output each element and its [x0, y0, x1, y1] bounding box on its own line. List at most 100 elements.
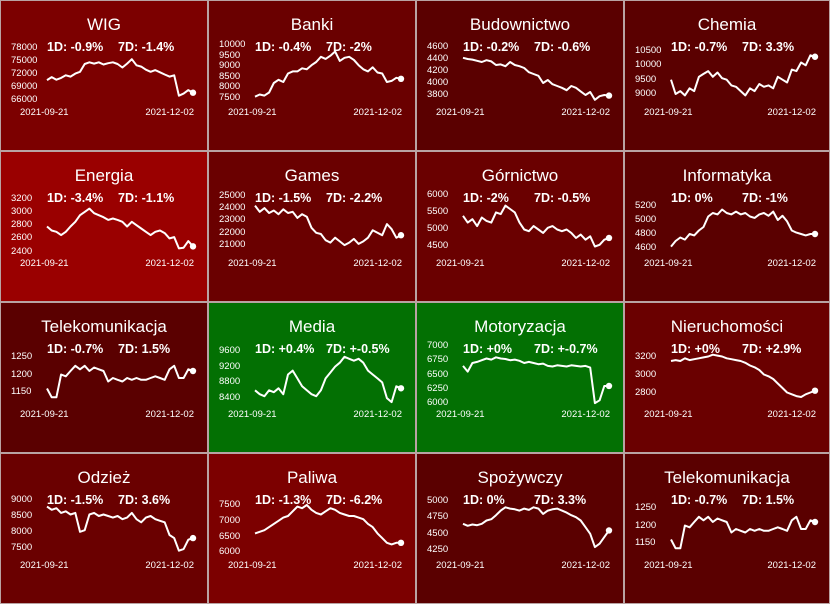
one-day-change: 1D: -0.7%: [671, 40, 728, 54]
sector-price-chart: [670, 53, 819, 97]
x-tick-end: 2021-12-02: [145, 258, 194, 269]
sector-tile[interactable]: Budownictwo 1D: -0.2% 7D: -0.6% 4600 4400 420…: [416, 0, 624, 151]
one-day-change: 1D: -0.7%: [671, 493, 728, 507]
sector-tile[interactable]: Chemia 1D: -0.7% 7D: 3.3% 10500 10000 9500 900…: [624, 0, 830, 151]
x-tick-start: 2021-09-21: [644, 409, 693, 420]
y-tick-label: 2800: [11, 219, 33, 231]
seven-day-change: 7D: -1%: [742, 191, 788, 205]
last-price-point: [189, 243, 197, 250]
last-price-point: [189, 367, 197, 375]
y-tick-label: 4400: [427, 53, 449, 64]
last-price-point: [811, 230, 819, 238]
seven-day-change: 7D: -0.5%: [534, 191, 591, 205]
one-day-change: 1D: -1.5%: [255, 191, 312, 205]
y-tick-label: 9200: [219, 360, 241, 372]
y-tick-label: 22000: [219, 226, 246, 238]
last-price-point: [397, 75, 405, 83]
x-tick-start: 2021-09-21: [20, 560, 69, 571]
sector-title: Spożywczy: [477, 468, 563, 487]
sector-tile[interactable]: Media 1D: +0.4% 7D: +-0.5% 9600 9200 8800 8400…: [208, 302, 416, 453]
sector-price-chart: [670, 208, 819, 248]
x-tick-start: 2021-09-21: [644, 107, 693, 118]
x-tick-end: 2021-12-02: [767, 560, 816, 571]
y-tick-label: 9600: [219, 344, 241, 356]
sector-price-chart: [670, 515, 819, 550]
y-tick-label: 1150: [635, 537, 656, 548]
sector-tile[interactable]: Paliwa 1D: -1.3% 7D: -6.2% 7500 7000 6500 6000…: [208, 453, 416, 604]
y-tick-label: 3000: [635, 368, 657, 380]
last-price-point: [605, 234, 613, 242]
y-tick-label: 21000: [219, 239, 246, 251]
last-price-point: [397, 232, 405, 239]
x-tick-end: 2021-12-02: [145, 560, 194, 571]
one-day-change: 1D: -0.7%: [47, 342, 104, 356]
y-tick-label: 5000: [427, 494, 449, 506]
x-tick-start: 2021-09-21: [20, 409, 69, 420]
sector-tile[interactable]: Nieruchomości 1D: +0% 7D: +2.9% 3200 3000 280…: [624, 302, 830, 453]
y-tick-label: 6750: [427, 354, 449, 366]
x-tick-end: 2021-12-02: [767, 258, 816, 269]
y-tick-label: 7000: [219, 514, 241, 526]
sector-tile[interactable]: Energia 1D: -3.4% 7D: -1.1% 3200 3000 2800 260…: [0, 151, 208, 302]
sector-tile[interactable]: Odzież 1D: -1.5% 7D: 3.6% 9000 8500 8000 7500 2…: [0, 453, 208, 604]
seven-day-change: 7D: +-0.5%: [326, 342, 390, 356]
seven-day-change: 7D: 3.6%: [118, 493, 171, 507]
sector-tile[interactable]: Telekomunikacja 1D: -0.7% 7D: 1.5% 1250 1200…: [0, 302, 208, 453]
x-tick-end: 2021-12-02: [561, 258, 610, 269]
sector-tile[interactable]: Motoryzacja 1D: +0% 7D: +-0.7% 7000 6750 6500…: [416, 302, 624, 453]
seven-day-change: 7D: -6.2%: [326, 493, 383, 507]
sector-tile[interactable]: Games 1D: -1.5% 7D: -2.2% 25000 24000 23000 22…: [208, 151, 416, 302]
one-day-change: 1D: -0.2%: [463, 40, 520, 54]
price-line: [462, 356, 609, 405]
y-tick-label: 9000: [635, 87, 657, 99]
y-tick-label: 7500: [11, 541, 33, 553]
y-tick-label: 3000: [11, 205, 33, 217]
y-tick-label: 4500: [427, 527, 449, 539]
sector-tile[interactable]: Górnictwo 1D: -2% 7D: -0.5% 6000 5500 5000 450…: [416, 151, 624, 302]
price-line: [254, 50, 402, 98]
sector-title: Motoryzacja: [474, 317, 566, 336]
price-line: [462, 204, 610, 248]
price-line: [46, 207, 194, 250]
sector-title: Telekomunikacja: [41, 317, 167, 336]
y-tick-label: 8800: [219, 376, 241, 388]
seven-day-change: 7D: -2.2%: [326, 191, 383, 205]
sector-price-chart: [46, 364, 197, 399]
seven-day-change: 7D: -1.1%: [118, 191, 175, 205]
seven-day-change: 7D: 3.3%: [742, 40, 795, 54]
sector-title: WIG: [87, 15, 121, 34]
sector-tile[interactable]: Spożywczy 1D: 0% 7D: 3.3% 5000 4750 4500 4250 2…: [416, 453, 624, 604]
sector-price-chart: [462, 506, 613, 549]
sector-tile[interactable]: WIG 1D: -0.9% 7D: -1.4% 78000 75000 72000 6900…: [0, 0, 208, 151]
y-tick-label: 8500: [11, 510, 33, 522]
y-tick-label: 1200: [11, 368, 33, 380]
y-tick-label: 2800: [635, 386, 657, 398]
last-price-point: [605, 527, 613, 534]
last-price-point: [397, 539, 405, 547]
x-tick-end: 2021-12-02: [353, 107, 402, 118]
y-tick-label: 2600: [11, 232, 33, 244]
y-tick-label: 7500: [219, 499, 241, 511]
sector-tile[interactable]: Banki 1D: -0.4% 7D: -2% 10000 9500 9000 8500 80…: [208, 0, 416, 151]
y-tick-label: 9500: [219, 49, 241, 61]
y-tick-label: 5500: [427, 206, 449, 218]
seven-day-change: 7D: +-0.7%: [534, 342, 598, 356]
y-tick-label: 3200: [11, 192, 33, 204]
x-tick-start: 2021-09-21: [228, 107, 277, 118]
x-tick-end: 2021-12-02: [353, 409, 402, 420]
x-tick-end: 2021-12-02: [767, 409, 816, 420]
sector-title: Telekomunikacja: [664, 468, 790, 487]
y-tick-label: 4000: [427, 77, 449, 88]
y-tick-label: 3800: [427, 89, 449, 100]
sector-price-chart: [462, 356, 613, 405]
y-tick-label: 69000: [11, 80, 38, 92]
x-tick-end: 2021-12-02: [767, 107, 816, 118]
sector-tile[interactable]: Telekomunikacja 1D: -0.7% 7D: 1.5% 1250 1200…: [624, 453, 830, 604]
y-tick-label: 2400: [11, 245, 33, 257]
price-line: [46, 364, 194, 399]
price-line: [46, 58, 194, 97]
sector-tile[interactable]: Informatyka 1D: 0% 7D: -1% 5200 5000 4800 4600…: [624, 151, 830, 302]
y-tick-label: 4600: [635, 242, 657, 253]
y-tick-label: 4750: [427, 511, 449, 523]
seven-day-change: 7D: 3.3%: [534, 493, 587, 507]
